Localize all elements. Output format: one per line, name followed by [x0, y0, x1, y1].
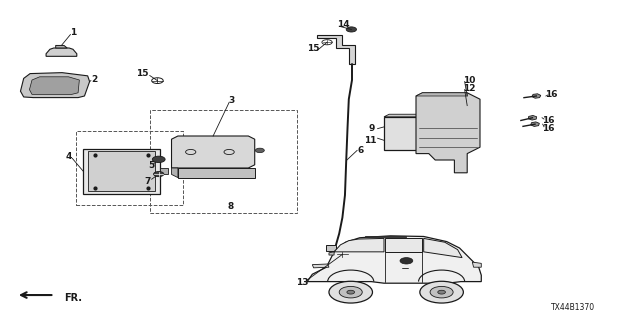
Text: FR.: FR. — [64, 293, 82, 303]
Text: 3: 3 — [228, 96, 235, 105]
Circle shape — [346, 27, 356, 32]
Bar — [83, 149, 160, 194]
Text: 6: 6 — [358, 146, 364, 155]
Text: 9: 9 — [369, 124, 375, 132]
Text: 15: 15 — [307, 44, 320, 52]
Bar — [88, 151, 155, 191]
Text: 8: 8 — [227, 202, 234, 211]
Polygon shape — [20, 73, 90, 98]
Text: 16: 16 — [541, 124, 554, 132]
Text: TX44B1370: TX44B1370 — [551, 303, 595, 312]
Polygon shape — [385, 238, 422, 252]
Polygon shape — [172, 168, 178, 178]
Bar — [384, 117, 419, 150]
Text: 15: 15 — [136, 69, 148, 78]
Polygon shape — [416, 93, 480, 173]
Bar — [76, 131, 183, 205]
Polygon shape — [329, 252, 334, 255]
Polygon shape — [56, 45, 67, 48]
Circle shape — [430, 286, 453, 298]
Text: 10: 10 — [463, 76, 476, 84]
Polygon shape — [46, 48, 77, 56]
Text: 4: 4 — [66, 152, 72, 161]
Circle shape — [152, 156, 165, 163]
Text: 12: 12 — [463, 84, 476, 92]
Circle shape — [255, 148, 264, 153]
Polygon shape — [172, 136, 255, 168]
Polygon shape — [317, 35, 355, 64]
Polygon shape — [178, 168, 255, 178]
Circle shape — [347, 290, 355, 294]
Polygon shape — [160, 168, 168, 174]
Polygon shape — [326, 245, 349, 251]
Polygon shape — [532, 94, 541, 98]
Text: 16: 16 — [545, 90, 558, 99]
Text: 16: 16 — [541, 116, 554, 125]
Polygon shape — [384, 114, 424, 117]
Polygon shape — [312, 264, 329, 268]
Polygon shape — [307, 236, 481, 283]
Text: 13: 13 — [296, 278, 309, 287]
Polygon shape — [416, 93, 467, 96]
Polygon shape — [472, 262, 481, 267]
Circle shape — [339, 286, 362, 298]
Circle shape — [438, 290, 445, 294]
Circle shape — [400, 258, 413, 264]
Polygon shape — [531, 122, 540, 126]
Circle shape — [329, 281, 372, 303]
Text: 7: 7 — [145, 177, 151, 186]
Bar — [150, 110, 297, 213]
Polygon shape — [334, 238, 384, 252]
Text: 2: 2 — [92, 75, 98, 84]
Circle shape — [154, 172, 164, 177]
Text: 1: 1 — [70, 28, 76, 37]
Text: 14: 14 — [337, 20, 350, 29]
Text: 5: 5 — [148, 161, 154, 170]
Text: 11: 11 — [364, 136, 376, 145]
Polygon shape — [29, 77, 79, 94]
Polygon shape — [365, 236, 406, 237]
Polygon shape — [424, 238, 462, 258]
Circle shape — [420, 281, 463, 303]
Polygon shape — [528, 116, 537, 120]
